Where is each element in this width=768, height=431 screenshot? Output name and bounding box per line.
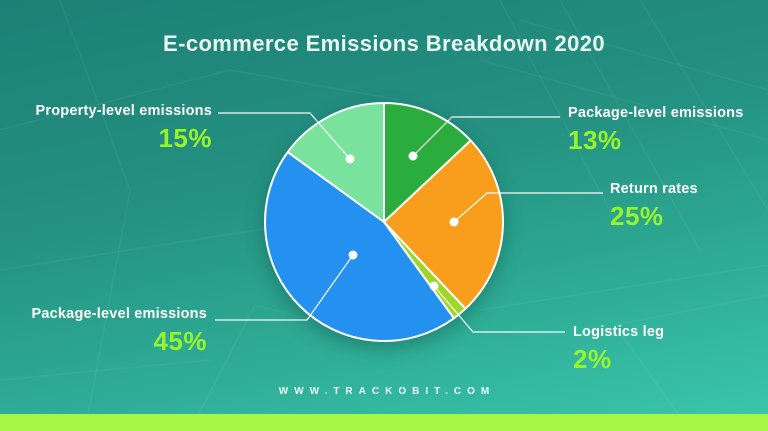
leader-dot-0 xyxy=(408,151,418,161)
bottom-accent-bar xyxy=(0,414,768,431)
pie-slices-group xyxy=(264,102,504,342)
callout-package-level-emissions-45: Package-level emissions 45% xyxy=(32,306,207,354)
leader-line-4 xyxy=(218,112,351,160)
leader-dot-4 xyxy=(345,154,355,164)
callout-return-rates: Return rates 25% xyxy=(610,181,698,229)
slice-percent: 15% xyxy=(158,123,212,153)
slice-label: Logistics leg xyxy=(573,324,665,340)
slice-label: Property-level emissions xyxy=(35,103,212,119)
callout-logistics-leg: Logistics leg 2% xyxy=(573,324,664,372)
leader-line-1 xyxy=(453,192,603,223)
leader-line-3 xyxy=(215,254,354,321)
slice-percent: 2% xyxy=(573,344,612,374)
slice-label: Package-level emissions xyxy=(31,306,207,322)
leader-dot-2 xyxy=(429,281,439,291)
slice-percent: 45% xyxy=(153,326,207,356)
leader-line-0 xyxy=(412,116,560,157)
slice-percent: 13% xyxy=(568,125,622,155)
pie-slice-package-level-emissions-45 xyxy=(264,151,455,342)
slice-label: Return rates xyxy=(610,181,698,197)
callout-property-level-emissions: Property-level emissions 15% xyxy=(36,103,212,151)
slice-label: Package-level emissions xyxy=(568,105,744,121)
pie-slice-package-level-emissions-13 xyxy=(383,102,472,223)
leader-dot-3 xyxy=(348,250,358,260)
callout-leader-lines xyxy=(215,112,603,333)
leader-dot-1 xyxy=(449,217,459,227)
callout-package-level-emissions-13: Package-level emissions 13% xyxy=(568,105,743,153)
leader-line-2 xyxy=(433,285,565,333)
chart-title: E-commerce Emissions Breakdown 2020 xyxy=(163,31,605,56)
pie-slice-property-level-emissions-15 xyxy=(286,102,385,223)
watermark-url: WWW.TRACKOBIT.COM xyxy=(278,386,496,397)
slice-percent: 25% xyxy=(610,201,664,231)
pie-slice-return-rates-25 xyxy=(383,139,504,310)
